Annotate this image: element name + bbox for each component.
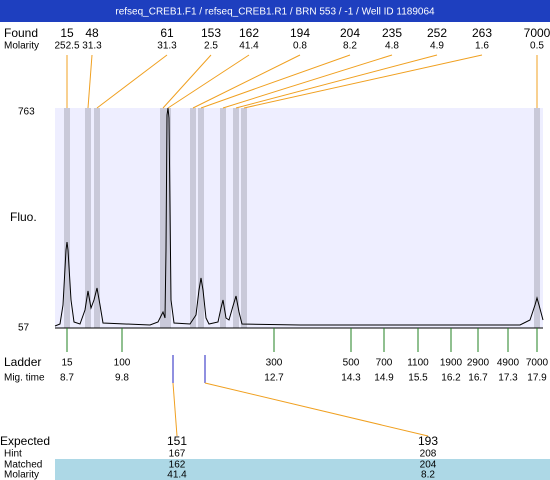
peak-band [190,108,196,328]
ladder-size: 300 [266,358,283,369]
peak-connector [222,54,393,109]
mig-time: 9.8 [115,373,129,384]
peak-band [165,108,171,328]
ladder-size: 700 [376,358,393,369]
trace [54,107,544,327]
mig-time: 16.7 [468,373,488,384]
expected-molarity-label: Molarity [4,470,39,480]
y-label: Fluo. [10,210,37,224]
peak-band [534,108,540,328]
title: refseq_CREB1.F1 / refseq_CREB1.R1 / BRN … [115,7,435,18]
y-max: 763 [18,107,35,118]
mig-time: 8.7 [60,373,74,384]
peak-band [220,108,226,328]
expected-value: 151 [167,434,187,448]
found-molarity: 1.6 [475,41,489,52]
peak-connector [243,54,483,109]
matched-background [55,459,550,480]
ladder-label: Ladder [4,355,41,369]
found-molarity: 2.5 [204,41,218,52]
found-molarity: 41.4 [239,41,259,52]
mig-time: 15.5 [408,373,428,384]
found-label: Found [4,26,38,40]
peak-band [241,108,247,328]
ladder-size: 1900 [440,358,463,369]
ladder-size: 15 [61,358,73,369]
peak-connector [235,54,438,109]
found-size: 204 [340,26,360,40]
peak-connector [87,54,93,109]
expected-value: 193 [418,434,438,448]
molarity-label: Molarity [4,41,39,52]
mig-time: 14.9 [374,373,394,384]
hint-value: 208 [420,449,437,460]
found-molarity: 8.2 [343,41,357,52]
found-size: 263 [472,26,492,40]
found-size: 194 [290,26,310,40]
mig-time-label: Mig. time [4,373,45,384]
ladder-size: 500 [343,358,360,369]
ladder-size: 2900 [467,358,490,369]
found-molarity: 31.3 [82,41,102,52]
found-size: 162 [239,26,259,40]
found-size: 7000 [524,26,550,40]
found-size: 61 [160,26,174,40]
matched-value: 162 [169,460,186,471]
peak-band [233,108,239,328]
mig-time: 14.3 [341,373,361,384]
title-bar [0,0,550,22]
hint-value: 167 [169,449,186,460]
found-size: 48 [85,26,99,40]
found-molarity: 0.5 [530,41,544,52]
expected-molarity: 41.4 [167,470,187,480]
found-size: 15 [60,26,74,40]
found-molarity: 4.9 [430,41,444,52]
ladder-size: 1100 [407,358,429,369]
peak-band [198,108,204,328]
found-molarity: 31.3 [157,41,177,52]
peak-connector [192,54,301,109]
peak-band [160,108,166,328]
peak-band [64,108,70,328]
ladder-size: 4900 [497,358,520,369]
peak-connector [200,54,351,109]
found-size: 153 [201,26,221,40]
hint-label: Hint [4,449,22,460]
peak-connector [96,54,168,109]
peak-band [94,108,100,328]
mig-time: 17.9 [527,373,547,384]
y-min: 57 [18,323,30,334]
matched-label: Matched [4,460,42,471]
found-molarity: 252.5 [54,41,79,52]
peak-connector [162,54,212,109]
found-size: 235 [382,26,402,40]
expected-connector [204,382,429,437]
peak-connector [167,54,250,109]
mig-time: 16.2 [441,373,461,384]
expected-molarity: 8.2 [421,470,435,480]
plot-area [55,108,543,328]
peak-band [85,108,91,328]
ladder-size: 100 [114,358,131,369]
expected-connector [172,382,178,437]
found-size: 252 [427,26,447,40]
mig-time: 12.7 [264,373,284,384]
found-molarity: 0.8 [293,41,307,52]
ladder-size: 7000 [526,358,549,369]
found-molarity: 4.8 [385,41,399,52]
matched-value: 204 [420,460,437,471]
expected-label: Expected [0,434,50,448]
mig-time: 17.3 [498,373,518,384]
